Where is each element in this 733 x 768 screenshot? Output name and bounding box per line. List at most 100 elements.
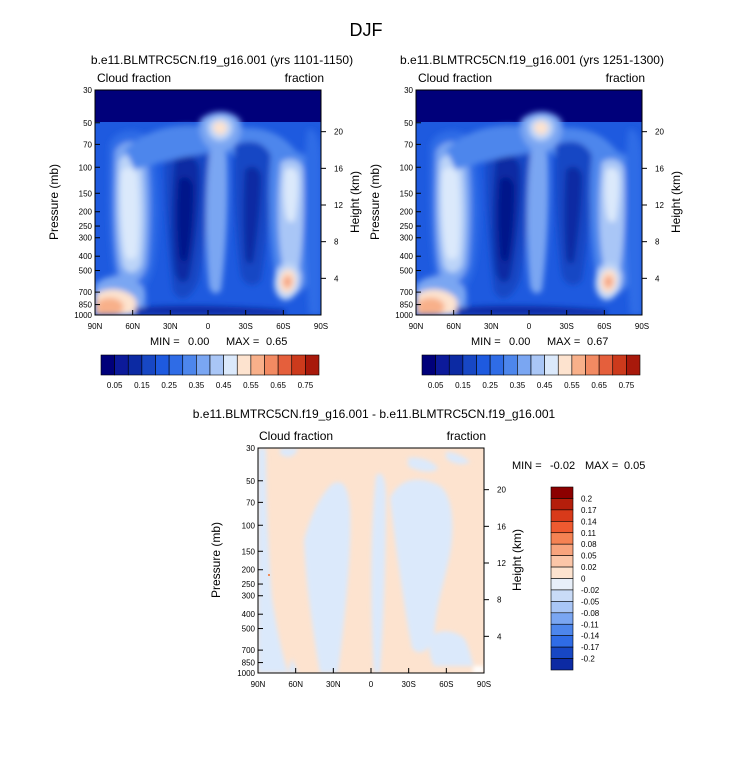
colorbar-label: -0.05 (581, 597, 600, 606)
colorbar-box (503, 354, 518, 376)
y-tick-label: 200 (400, 208, 414, 217)
colorbar-box (557, 354, 573, 376)
panel-2-ylabel: Pressure (mb) (368, 164, 382, 240)
colorbar-box (544, 354, 559, 376)
y-tick-label: 70 (404, 140, 413, 149)
colorbar-label: 0.45 (216, 381, 232, 390)
colorbar-box (585, 354, 600, 376)
colorbar-box (550, 509, 574, 522)
colorbar-box (571, 354, 586, 376)
colorbar-box (141, 354, 156, 376)
y-tick-label: 500 (242, 625, 256, 634)
x-tick-label: 90N (88, 322, 103, 331)
colorbar-label: 0.55 (564, 381, 580, 390)
colorbar-label: 0.08 (581, 540, 597, 549)
panel-2-max-label: MAX = (547, 336, 580, 348)
colorbar-box (626, 354, 641, 376)
x-tick-label: 30S (560, 322, 574, 331)
colorbar-box (550, 658, 574, 671)
colorbar-label: 0.15 (134, 381, 150, 390)
y2-tick-label: 16 (655, 164, 664, 173)
x-tick-label: 60S (597, 322, 611, 331)
y-tick-label: 850 (242, 659, 256, 668)
panel-3-max-value: 0.05 (624, 460, 645, 472)
x-tick-label: 0 (369, 680, 374, 689)
y-tick-label: 150 (400, 189, 414, 198)
x-tick-label: 30N (326, 680, 341, 689)
colorbar-label: 0.35 (510, 381, 526, 390)
colorbar-label: 0.02 (581, 563, 597, 572)
colorbar-box (550, 589, 574, 602)
y2-tick-label: 20 (497, 486, 506, 495)
panel-3-colorbar: 0.2 0.17 0.14 0.11 0.08 0.05 0.02 0 -0.02 -0.05 -0… (550, 486, 600, 671)
colorbar-box (127, 354, 143, 376)
y2-tick-label: 16 (334, 164, 343, 173)
y-tick-label: 300 (400, 234, 414, 243)
colorbar-label: 0.25 (482, 381, 498, 390)
y-tick-label: 100 (400, 163, 414, 172)
y-tick-label: 400 (400, 252, 414, 261)
x-tick-label: 90S (635, 322, 649, 331)
y2-tick-label: 12 (655, 201, 664, 210)
colorbar-box (550, 612, 574, 625)
y2-tick-label: 8 (655, 238, 660, 247)
panel-1-y2-ticks: 20 16 12 8 4 (321, 128, 343, 283)
y-tick-label: 30 (83, 86, 92, 95)
colorbar-label: 0.05 (428, 381, 444, 390)
y-tick-label: 30 (404, 86, 413, 95)
y-tick-label: 250 (400, 222, 414, 231)
panel-1-field (95, 90, 321, 315)
y2-tick-label: 4 (334, 274, 339, 283)
colorbar-box (168, 354, 184, 376)
panel-1: b.e11.BLMTRC5CN.f19_g16.001 (yrs 1101-11… (47, 53, 362, 390)
colorbar-label: 0.15 (455, 381, 471, 390)
y2-tick-label: 8 (334, 238, 339, 247)
colorbar-box (448, 354, 464, 376)
panel-2-x-ticks: 90N 60N 30N 0 30S 60S 90S (409, 310, 649, 331)
y-tick-label: 100 (79, 163, 93, 172)
colorbar-box (236, 354, 252, 376)
colorbar-label: 0.05 (107, 381, 123, 390)
y-tick-label: 150 (242, 547, 256, 556)
panel-2-right-label: fraction (606, 71, 645, 85)
colorbar-box (155, 354, 170, 376)
y-tick-label: 850 (79, 301, 93, 310)
colorbar-box (209, 354, 224, 376)
colorbar-box (550, 601, 574, 614)
colorbar-box (550, 498, 574, 511)
x-tick-label: 30S (402, 680, 416, 689)
y-tick-label: 1000 (74, 311, 92, 320)
x-tick-label: 90S (477, 680, 491, 689)
y-tick-label: 250 (242, 580, 256, 589)
panel-2-max-value: 0.67 (587, 336, 608, 348)
colorbar-label: 0 (581, 575, 586, 584)
panel-3-left-label: Cloud fraction (259, 429, 333, 443)
colorbar-label: 0.2 (581, 494, 593, 503)
colorbar-label: 0.11 (581, 529, 597, 538)
colorbar-box (550, 646, 574, 659)
panel-1-y2label: Height (km) (348, 171, 362, 233)
y2-tick-label: 4 (655, 274, 660, 283)
colorbar-box (196, 354, 211, 376)
colorbar-box (264, 354, 279, 376)
panel-2-min-label: MIN = (471, 336, 501, 348)
colorbar-box (489, 354, 505, 376)
colorbar-label: 0.65 (270, 381, 286, 390)
colorbar-box (550, 543, 574, 556)
colorbar-label: -0.02 (581, 586, 600, 595)
x-tick-label: 90N (251, 680, 266, 689)
colorbar-box (550, 566, 574, 579)
y-tick-label: 700 (242, 646, 256, 655)
panel-3-field (258, 448, 484, 673)
colorbar-box (462, 354, 477, 376)
y-tick-label: 70 (246, 498, 255, 507)
y-tick-label: 300 (242, 592, 256, 601)
colorbar-box (305, 354, 320, 376)
colorbar-box (223, 354, 238, 376)
panel-2-title: b.e11.BLMTRC5CN.f19_g16.001 (yrs 1251-13… (400, 53, 664, 67)
panel-3-min-label: MIN = (512, 460, 542, 472)
y-tick-label: 400 (242, 610, 256, 619)
